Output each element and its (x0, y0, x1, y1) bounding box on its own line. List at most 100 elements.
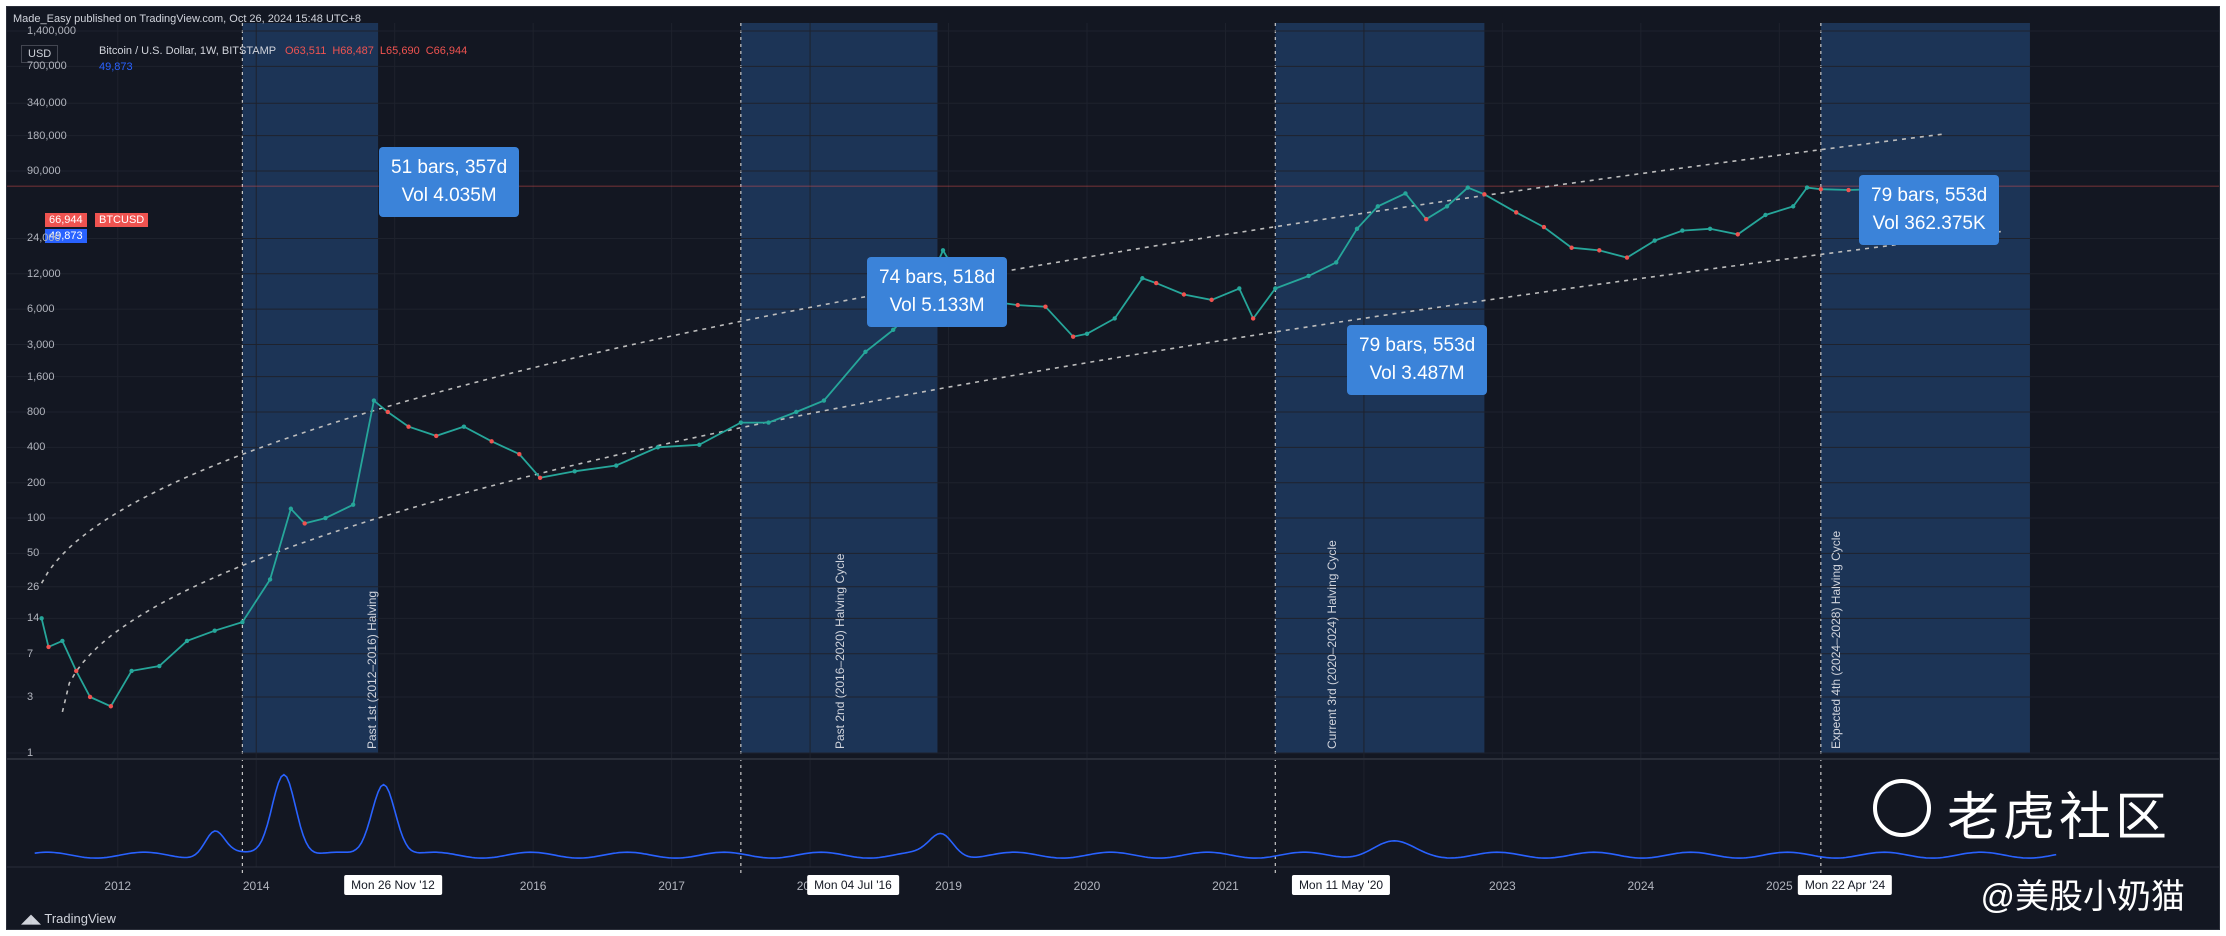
x-tick-label: 2025 (1765, 879, 1793, 893)
indicator-value: 49,873 (99, 61, 133, 73)
price-point (1482, 192, 1487, 197)
y-tick-label: 3 (27, 690, 34, 703)
currency-selector[interactable]: USD (21, 45, 59, 63)
y-tick-label: 12,000 (27, 267, 61, 280)
y-tick-label: 180,000 (27, 129, 67, 142)
callout-cycle-1[interactable]: 51 bars, 357d Vol 4.035M (379, 147, 520, 217)
tradingview-logo-icon: ◢◣ (21, 911, 45, 926)
price-point (385, 409, 390, 415)
y-tick-label: 3,000 (27, 338, 55, 351)
price-point (1804, 185, 1810, 190)
callout-cycle-3[interactable]: 79 bars, 553d Vol 3.487M (1347, 325, 1488, 395)
price-point (517, 451, 522, 457)
price-point (1306, 273, 1311, 279)
price-point (890, 327, 896, 333)
price-point (1763, 212, 1768, 218)
price-point (1015, 302, 1020, 308)
price-point (39, 616, 44, 621)
callout-cycle-4[interactable]: 79 bars, 553d Vol 362.375K (1859, 175, 2000, 245)
ohlc-values: O63,511 H68,487 L65,690 C66,944 (279, 45, 467, 57)
price-point (1597, 248, 1602, 253)
price-point (1154, 280, 1159, 286)
x-tick-label: 2023 (1489, 879, 1516, 893)
price-point (1070, 334, 1076, 339)
price-point (1403, 191, 1408, 196)
price-point (108, 704, 114, 709)
x-tick-label: 2021 (1212, 879, 1239, 893)
price-point (1514, 210, 1519, 215)
price-chart[interactable] (7, 7, 2220, 930)
price-point (240, 619, 245, 625)
price-point (1652, 238, 1657, 243)
price-point (60, 638, 65, 644)
date-badge-2: Mon 04 Jul '16 (807, 875, 899, 895)
price-point (1424, 216, 1429, 222)
price-point (46, 644, 51, 650)
tradingview-logo[interactable]: ◢◣ TradingView (21, 911, 116, 927)
price-point (157, 663, 162, 669)
cycle-label-1: Past 1st (2012–2016) Halving (365, 590, 379, 749)
price-point (350, 502, 356, 507)
publisher-line: Made_Easy published on TradingView.com, … (13, 13, 362, 25)
y-tick-label: 400 (27, 441, 46, 454)
price-point (537, 475, 543, 481)
lower-trend-band (61, 230, 2001, 713)
chart-frame: Made_Easy published on TradingView.com, … (6, 6, 2220, 930)
price-point (434, 433, 439, 439)
price-point (1334, 260, 1339, 265)
y-tick-label: 200 (27, 476, 46, 489)
tradingview-label: TradingView (44, 911, 116, 926)
price-point (288, 506, 294, 511)
symbol-price-tag: BTCUSD (95, 213, 149, 227)
price-point (212, 628, 217, 633)
ohlc-c: C66,944 (425, 45, 468, 57)
x-tick-label: 2014 (242, 879, 270, 893)
callout-cycle-2[interactable]: 74 bars, 518d Vol 5.133M (867, 257, 1008, 327)
price-point (940, 248, 946, 253)
price-point (489, 439, 494, 444)
symbol-info: Bitcoin / U.S. Dollar, 1W, BITSTAMP O63,… (99, 45, 467, 57)
ohlc-l: L65,690 (379, 45, 420, 57)
watermark-text: 老虎社区 (1946, 789, 2171, 847)
y-tick-label: 1 (27, 747, 34, 759)
price-point (461, 424, 467, 429)
y-tick-label: 100 (27, 512, 46, 525)
cycle-label-3: Current 3rd (2020–2024) Halving Cycle (1325, 540, 1339, 749)
y-tick-label: 6,000 (27, 303, 55, 316)
price-point (1237, 286, 1242, 291)
price-point (697, 442, 702, 448)
y-tick-label: 800 (27, 405, 46, 418)
price-point (655, 445, 660, 450)
y-tick-label: 90,000 (27, 165, 61, 177)
y-tick-label: 50 (27, 547, 40, 560)
author-handle: @美股小奶猫 (1980, 878, 2185, 916)
price-point (1354, 226, 1360, 231)
halving-band-1 (242, 23, 379, 753)
price-point (821, 398, 827, 403)
price-point (1846, 187, 1851, 193)
symbol-title: Bitcoin / U.S. Dollar, 1W, BITSTAMP (99, 45, 276, 57)
price-point (794, 409, 799, 415)
price-point (1735, 232, 1740, 237)
price-point (1140, 276, 1145, 281)
y-tick-label: 1,400,000 (27, 25, 76, 37)
price-point (1465, 185, 1470, 190)
last-price-tag: 66,944 (45, 213, 87, 227)
halving-band-4 (1820, 23, 2030, 753)
price-point (1209, 297, 1214, 303)
price-point (1273, 286, 1278, 291)
x-tick-label: 2024 (1627, 879, 1655, 893)
price-point (302, 521, 307, 526)
x-tick-label: 2012 (104, 879, 132, 893)
x-tick-label: 2019 (935, 879, 962, 893)
halving-band-2 (740, 23, 938, 753)
price-point (74, 668, 79, 674)
price-point (863, 349, 868, 355)
price-point (1569, 245, 1574, 250)
price-point (1790, 204, 1796, 209)
x-tick-label: 2016 (519, 879, 547, 893)
price-point (614, 463, 619, 468)
price-point (766, 420, 771, 425)
volume-oscillator-line (34, 773, 2057, 859)
y-tick-label: 700,000 (27, 60, 67, 73)
